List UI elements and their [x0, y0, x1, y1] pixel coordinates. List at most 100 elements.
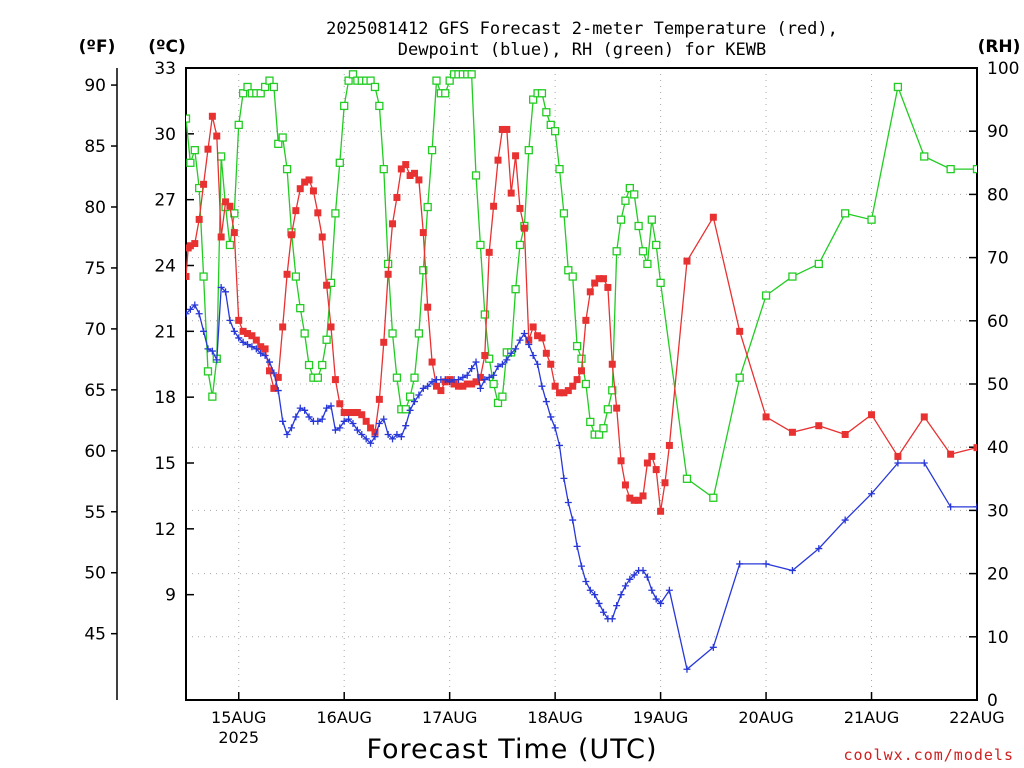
- 2-meter-temperature-point: [191, 240, 199, 248]
- rh-tick-label: 0: [987, 691, 998, 711]
- x-tick-label: 20AUG: [738, 708, 793, 727]
- rh-point: [190, 146, 199, 155]
- 2-meter-temperature-point: [520, 224, 528, 232]
- rh-point: [401, 405, 410, 414]
- dewpoint-point: [613, 602, 621, 610]
- 2-meter-temperature-point: [358, 411, 366, 419]
- 2-meter-temperature-point: [239, 327, 247, 335]
- rh-point: [243, 82, 252, 92]
- rh-point: [498, 392, 507, 401]
- rh-point: [186, 114, 191, 123]
- dewpoint-point: [476, 384, 484, 392]
- 2-meter-temperature-point: [257, 343, 265, 351]
- celsius-tick-label: 33: [154, 59, 176, 79]
- dewpoint-point: [894, 459, 902, 467]
- 2-meter-temperature-point: [459, 382, 467, 390]
- rh-point: [616, 215, 626, 224]
- rh-point: [366, 76, 375, 85]
- 2-meter-temperature-point: [643, 459, 651, 467]
- dewpoint-point: [525, 341, 533, 348]
- dewpoint-point: [336, 424, 344, 432]
- dewpoint-point: [520, 330, 528, 338]
- 2-meter-temperature-point: [252, 336, 260, 344]
- 2-meter-temperature-point: [525, 336, 533, 344]
- rh-point: [208, 392, 217, 401]
- 2-meter-temperature-point: [490, 202, 498, 210]
- 2-meter-temperature-point: [920, 413, 928, 421]
- 2-meter-temperature-point: [327, 323, 335, 331]
- dewpoint-point: [389, 435, 397, 443]
- 2-meter-temperature-point: [340, 409, 348, 417]
- 2-meter-temperature-point: [213, 132, 221, 140]
- rh-point: [274, 139, 283, 148]
- 2-meter-temperature-point: [186, 242, 194, 250]
- 2-meter-temperature-point: [301, 178, 309, 186]
- dewpoint-point: [516, 336, 524, 344]
- dewpoint-point: [349, 420, 357, 427]
- 2-meter-temperature-point: [371, 428, 379, 436]
- rh-point: [841, 209, 850, 218]
- dewpoint-point: [556, 441, 564, 449]
- x-tick-label: 18AUG: [527, 708, 582, 727]
- rh-point: [419, 266, 428, 275]
- 2-meter-temperature-point: [248, 332, 256, 340]
- 2-meter-temperature-point: [424, 303, 432, 311]
- dewpoint-point: [292, 413, 300, 421]
- 2-meter-temperature-point: [529, 323, 537, 331]
- 2-meter-temperature-point: [621, 481, 629, 489]
- 2-meter-temperature-point: [538, 334, 546, 342]
- 2-meter-temperature-point: [573, 376, 581, 384]
- 2-meter-temperature-point: [244, 330, 252, 338]
- 2-meter-temperature-point: [815, 422, 823, 430]
- dewpoint-point: [327, 402, 335, 410]
- x-tick-label: 22AUG: [949, 708, 1004, 727]
- celsius-axis-label: (ºC): [148, 37, 186, 57]
- dewpoint-point: [274, 387, 282, 395]
- dewpoint-point: [393, 430, 401, 438]
- x-tick-label: 15AUG: [211, 708, 266, 727]
- 2-meter-temperature-point: [367, 424, 375, 432]
- chart-title: 2025081412 GFS Forecast 2-meter Temperat…: [326, 19, 838, 39]
- 2-meter-temperature-point: [481, 351, 489, 359]
- rh-point: [603, 405, 613, 414]
- rh-point: [647, 215, 656, 224]
- rh-point: [467, 70, 476, 79]
- rh-point: [392, 373, 402, 382]
- celsius-tick-label: 15: [154, 454, 176, 474]
- dewpoint-point: [494, 362, 502, 370]
- rh-point: [608, 386, 617, 395]
- rh-point: [441, 89, 450, 98]
- rh-point: [476, 240, 485, 250]
- rh-point: [375, 101, 384, 111]
- celsius-tick-label: 24: [154, 257, 176, 277]
- rh-point: [599, 424, 608, 433]
- x-tick-label: 17AUG: [422, 708, 477, 727]
- rh-point: [269, 82, 279, 92]
- rh-tick-label: 40: [987, 438, 1009, 458]
- rh-point: [199, 272, 208, 281]
- 2-meter-temperature-point: [389, 220, 397, 228]
- celsius-tick-label: 21: [154, 322, 176, 342]
- rh-point: [348, 70, 358, 79]
- 2-meter-temperature-point: [582, 316, 590, 324]
- 2-meter-temperature-point: [217, 233, 225, 241]
- dewpoint-point: [367, 439, 375, 447]
- dewpoint-point: [191, 301, 199, 309]
- rh-point: [203, 367, 213, 376]
- dewpoint-point: [428, 378, 436, 386]
- dewpoint-point: [287, 424, 295, 432]
- dewpoint-point: [569, 516, 577, 524]
- dewpoint-point: [564, 499, 572, 506]
- 2-meter-temperature-point: [336, 400, 344, 408]
- dewpoint-point: [547, 413, 555, 421]
- dewpoint-point: [498, 360, 506, 368]
- 2-meter-temperature-point: [375, 395, 383, 403]
- 2-meter-temperature-point: [578, 367, 585, 375]
- rh-tick-label: 90: [987, 122, 1009, 142]
- rh-point: [638, 247, 648, 256]
- rh-point: [524, 146, 533, 155]
- 2-meter-temperature-point: [498, 125, 506, 133]
- credit-text: coolwx.com/models: [843, 746, 1014, 764]
- 2-meter-temperature-point: [617, 457, 625, 465]
- dewpoint-point: [314, 417, 322, 425]
